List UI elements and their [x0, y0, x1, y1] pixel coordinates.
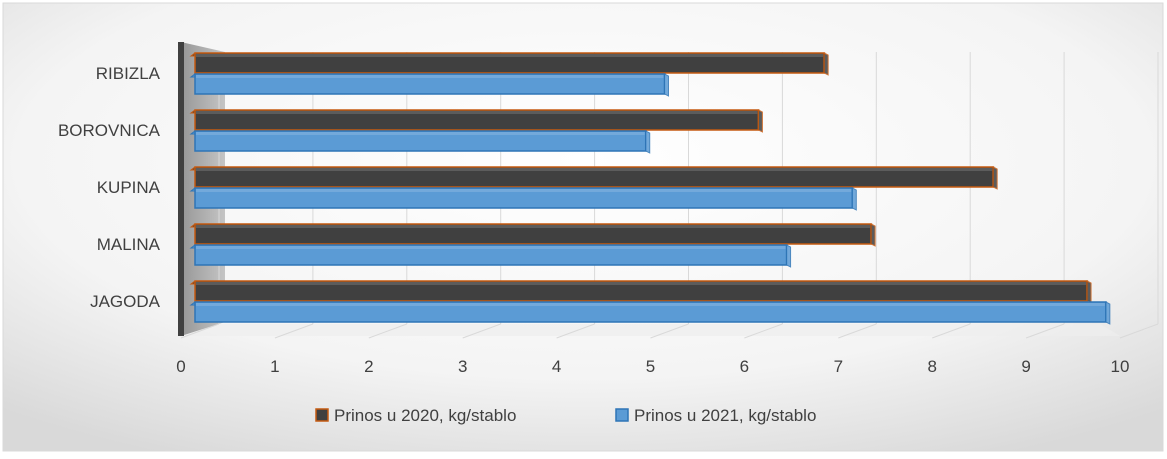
bar-highlight: [196, 132, 645, 135]
floor-gridline: [838, 323, 877, 339]
floor-gridline: [556, 323, 595, 339]
floor-gridline: [462, 323, 501, 339]
bar: [189, 301, 1111, 325]
bar: [189, 280, 1092, 304]
legend-item: Prinos u 2021, kg/stablo: [615, 406, 816, 425]
floor: [181, 324, 1120, 336]
floor-gridline: [1119, 323, 1159, 339]
legend-item: Prinos u 2020, kg/stablo: [315, 406, 516, 425]
floor-gridline: [180, 323, 220, 339]
x-tick-label: 9: [1021, 357, 1030, 376]
legend-label: Prinos u 2021, kg/stablo: [634, 406, 816, 425]
bar: [189, 52, 829, 76]
bar-end-face: [992, 166, 998, 190]
x-tick-label: 6: [740, 357, 749, 376]
bar-end-face: [786, 244, 792, 268]
bar-highlight: [196, 282, 1087, 285]
floor-gridline: [368, 323, 407, 339]
bar-end-face: [1105, 301, 1111, 325]
bar: [189, 109, 763, 133]
bar: [189, 130, 651, 154]
x-tick-label: 5: [646, 357, 655, 376]
bar-highlight: [196, 189, 852, 192]
y-axis-line: [178, 42, 184, 336]
bar-end-face: [757, 109, 763, 133]
floor-gridline: [650, 323, 689, 339]
category-label: BOROVNICA: [58, 121, 161, 140]
category-label: JAGODA: [90, 292, 161, 311]
bar-highlight: [196, 75, 664, 78]
bar: [189, 73, 669, 97]
bar: [189, 244, 792, 268]
floor-gridline: [1025, 323, 1065, 339]
bar-highlight: [196, 168, 993, 171]
bar-highlight: [196, 303, 1105, 306]
bar-end-face: [851, 187, 857, 211]
x-tick-label: 2: [364, 357, 373, 376]
bar-highlight: [196, 54, 824, 57]
category-label: MALINA: [97, 235, 161, 254]
bar: [189, 187, 857, 211]
x-tick-label: 8: [927, 357, 936, 376]
x-tick-label: 4: [552, 357, 561, 376]
legend-label: Prinos u 2020, kg/stablo: [334, 406, 516, 425]
bar-end-face: [645, 130, 651, 154]
bar-highlight: [196, 111, 758, 114]
x-tick-label: 3: [458, 357, 467, 376]
floor-gridline: [932, 323, 971, 339]
x-tick-label: 10: [1111, 357, 1130, 376]
bar-highlight: [196, 225, 871, 228]
floor-gridline: [744, 323, 783, 339]
legend-swatch: [315, 408, 329, 422]
bar: [189, 166, 998, 190]
x-tick-label: 0: [176, 357, 185, 376]
x-tick-label: 7: [834, 357, 843, 376]
bar-end-face: [664, 73, 669, 97]
bar-highlight: [196, 246, 786, 249]
floor-gridline: [274, 323, 314, 339]
legend-swatch: [615, 408, 629, 422]
bar-end-face: [1086, 280, 1092, 304]
bar-end-face: [823, 52, 829, 76]
bar: [189, 223, 876, 247]
category-label: RIBIZLA: [96, 64, 161, 83]
category-label: KUPINA: [97, 178, 161, 197]
bar-end-face: [870, 223, 876, 247]
x-tick-label: 1: [270, 357, 279, 376]
